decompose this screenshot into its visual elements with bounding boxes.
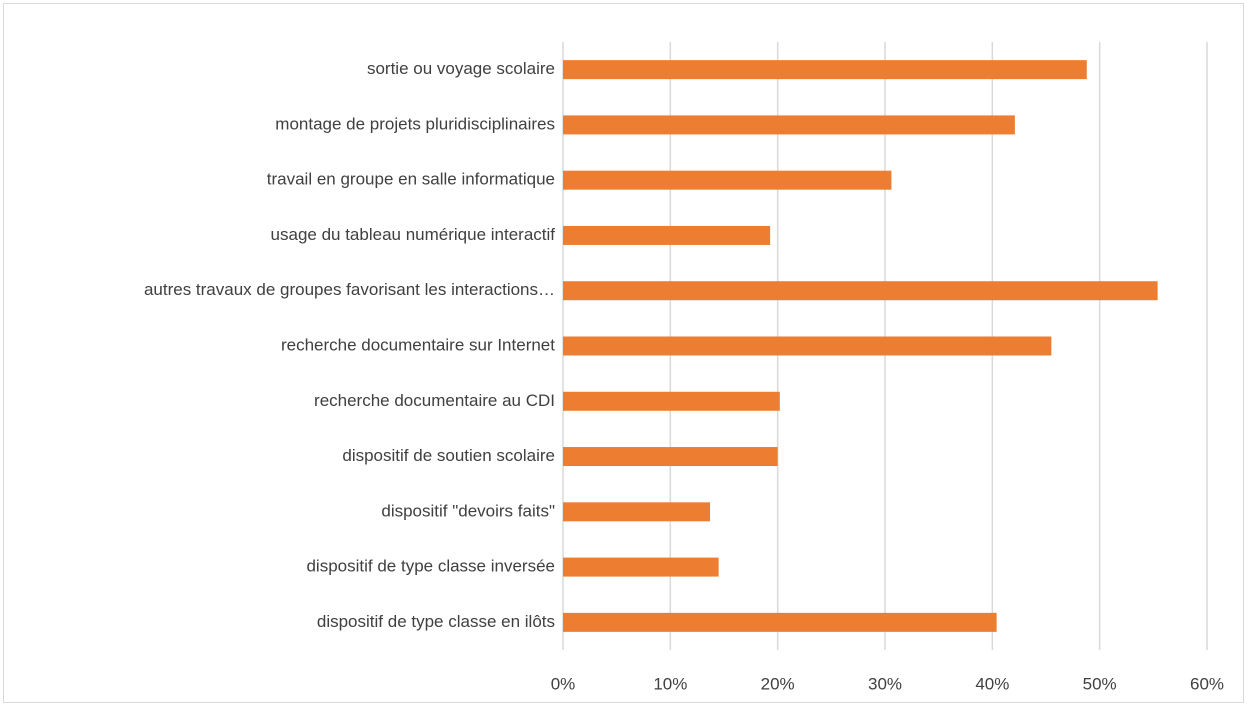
y-tick-label: travail en groupe en salle informatique (267, 170, 555, 189)
y-tick-label: usage du tableau numérique interactif (271, 225, 556, 244)
bar (563, 391, 780, 411)
bar (563, 60, 1087, 80)
y-tick-label: autres travaux de groupes favorisant les… (144, 280, 555, 299)
y-tick-label: recherche documentaire au CDI (314, 391, 555, 410)
bar (563, 225, 771, 245)
x-tick-label: 50% (1083, 674, 1117, 693)
x-tick-label: 30% (868, 674, 902, 693)
y-tick-label: dispositif de type classe en ilôts (317, 612, 555, 631)
x-tick-label: 10% (653, 674, 687, 693)
y-tick-label: recherche documentaire sur Internet (281, 335, 555, 354)
y-tick-label: dispositif de soutien scolaire (342, 446, 555, 465)
bar (563, 281, 1158, 301)
y-tick-label: dispositif "devoirs faits" (381, 501, 555, 520)
bar (563, 612, 997, 632)
x-tick-label: 40% (975, 674, 1009, 693)
x-tick-label: 60% (1190, 674, 1224, 693)
bar (563, 447, 778, 467)
bar (563, 336, 1052, 356)
y-tick-label: sortie ou voyage scolaire (367, 59, 555, 78)
y-tick-label: montage de projets pluridisciplinaires (275, 114, 555, 133)
x-tick-label: 0% (551, 674, 576, 693)
bar (563, 115, 1015, 135)
y-tick-label: dispositif de type classe inversée (306, 557, 555, 576)
bar (563, 557, 719, 577)
x-tick-label: 20% (761, 674, 795, 693)
bar (563, 502, 711, 522)
bar (563, 170, 892, 190)
